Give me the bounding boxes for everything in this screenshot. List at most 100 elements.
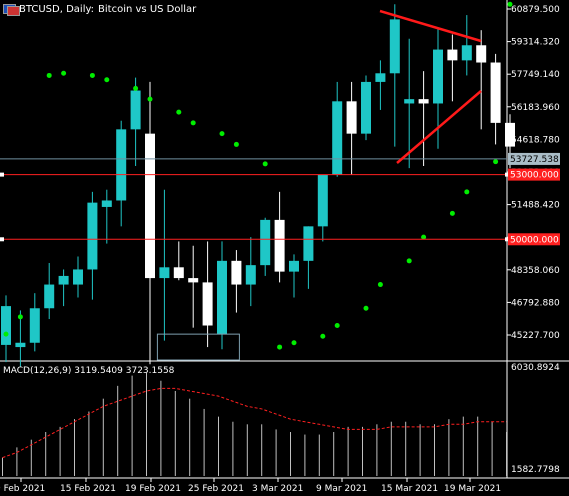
bull-candle-body[interactable]	[260, 219, 271, 266]
candle[interactable]	[303, 226, 314, 289]
candle[interactable]	[461, 15, 472, 76]
bull-candle-body[interactable]	[245, 265, 256, 285]
level-handle-left[interactable]	[0, 172, 4, 177]
candle[interactable]	[332, 81, 343, 177]
bull-candle-body[interactable]	[58, 275, 69, 285]
price-tick-label: 57749.140	[511, 70, 560, 80]
candle[interactable]	[418, 71, 429, 166]
bull-candle-body[interactable]	[44, 284, 55, 309]
bull-candle-body[interactable]	[29, 308, 40, 343]
candle[interactable]	[188, 245, 199, 328]
candle[interactable]	[346, 81, 357, 175]
bear-candle-body[interactable]	[231, 260, 242, 285]
bear-candle-body[interactable]	[188, 278, 199, 283]
bull-candle-body[interactable]	[87, 202, 98, 270]
sar-dot	[363, 305, 369, 311]
sar-dot	[377, 282, 383, 288]
bear-candle-body[interactable]	[505, 122, 515, 147]
candle[interactable]	[202, 241, 213, 348]
candle[interactable]	[173, 241, 184, 281]
time-tick-label: 3 Mar 2021	[252, 484, 303, 494]
bear-candle-body[interactable]	[274, 219, 285, 272]
bull-candle-body[interactable]	[1, 306, 11, 345]
bull-candle-body[interactable]	[73, 269, 83, 285]
candle[interactable]	[231, 250, 242, 313]
price-tick-label: 45227.700	[511, 331, 560, 341]
candle[interactable]	[389, 4, 400, 147]
range-box[interactable]	[156, 333, 240, 361]
candle[interactable]	[274, 191, 285, 283]
candle[interactable]	[245, 237, 256, 307]
upper-trendline[interactable]	[379, 9, 482, 43]
bull-candle-body[interactable]	[461, 45, 472, 61]
bull-candle-body[interactable]	[303, 226, 314, 261]
candle[interactable]	[15, 310, 26, 367]
candle[interactable]	[87, 191, 98, 300]
candle[interactable]	[289, 254, 299, 298]
candle[interactable]	[490, 53, 501, 145]
price-tick-label: 51488.420	[511, 201, 560, 211]
candle[interactable]	[116, 120, 127, 227]
lower-trendline[interactable]	[396, 90, 482, 164]
candle[interactable]	[217, 241, 227, 350]
bull-candle-body[interactable]	[159, 267, 170, 279]
level-handle-right[interactable]	[505, 237, 509, 242]
candle[interactable]	[1, 295, 11, 363]
bull-candle-body[interactable]	[101, 200, 112, 207]
macd-indicator-label: MACD(12,26,9) 3119.5409 3723.1558	[3, 366, 175, 376]
candles-layer[interactable]	[1, 4, 515, 367]
candle[interactable]	[447, 34, 458, 102]
current-price-label: 53727.538	[510, 155, 559, 165]
candle[interactable]	[159, 189, 170, 341]
sar-dot	[320, 333, 326, 339]
sar-dot	[147, 96, 153, 102]
level-price-label: 50000.000	[510, 235, 559, 245]
sar-dot	[17, 314, 23, 320]
bear-candle-body[interactable]	[490, 62, 501, 123]
bear-candle-body[interactable]	[447, 49, 458, 61]
parabolic-sar-layer	[3, 1, 513, 350]
current-price-tag	[508, 152, 560, 165]
bull-candle-body[interactable]	[332, 101, 343, 175]
candle[interactable]	[317, 174, 328, 242]
candle[interactable]	[361, 75, 371, 141]
candle[interactable]	[58, 269, 69, 307]
bear-candle-body[interactable]	[346, 101, 357, 134]
candle[interactable]	[101, 189, 112, 244]
bear-candle-body[interactable]	[145, 133, 155, 279]
bull-candle-body[interactable]	[361, 81, 371, 134]
bull-candle-body[interactable]	[389, 19, 400, 74]
time-tick-label: 9 Mar 2021	[316, 484, 367, 494]
bull-candle-body[interactable]	[404, 99, 415, 104]
bull-candle-body[interactable]	[317, 174, 328, 227]
candle[interactable]	[260, 217, 271, 276]
candle[interactable]	[44, 262, 55, 320]
sar-dot	[61, 70, 67, 76]
bear-candle-body[interactable]	[418, 99, 429, 104]
bull-candle-body[interactable]	[130, 90, 141, 130]
bear-candle-body[interactable]	[202, 282, 213, 326]
candle[interactable]	[375, 60, 386, 110]
bear-candle-body[interactable]	[173, 267, 184, 279]
candle[interactable]	[404, 38, 415, 169]
bull-candle-body[interactable]	[217, 260, 227, 335]
bull-candle-body[interactable]	[289, 260, 299, 272]
candle[interactable]	[476, 30, 487, 130]
level-price-tag	[508, 168, 560, 181]
candle[interactable]	[29, 293, 40, 352]
symbol-description: Bitcoin vs US Dollar	[98, 3, 197, 15]
levels-layer[interactable]	[0, 9, 509, 361]
bull-candle-body[interactable]	[116, 129, 127, 201]
price-tick-label: 60879.500	[511, 5, 560, 15]
bull-candle-body[interactable]	[15, 342, 26, 348]
candle[interactable]	[130, 77, 141, 166]
sar-dot	[233, 141, 239, 147]
bull-candle-body[interactable]	[433, 49, 443, 104]
bear-candle-body[interactable]	[476, 45, 487, 63]
bull-candle-body[interactable]	[375, 73, 386, 82]
candle[interactable]	[73, 256, 83, 298]
level-handle-right[interactable]	[505, 172, 509, 177]
level-handle-left[interactable]	[0, 237, 4, 242]
candle[interactable]	[145, 81, 155, 365]
